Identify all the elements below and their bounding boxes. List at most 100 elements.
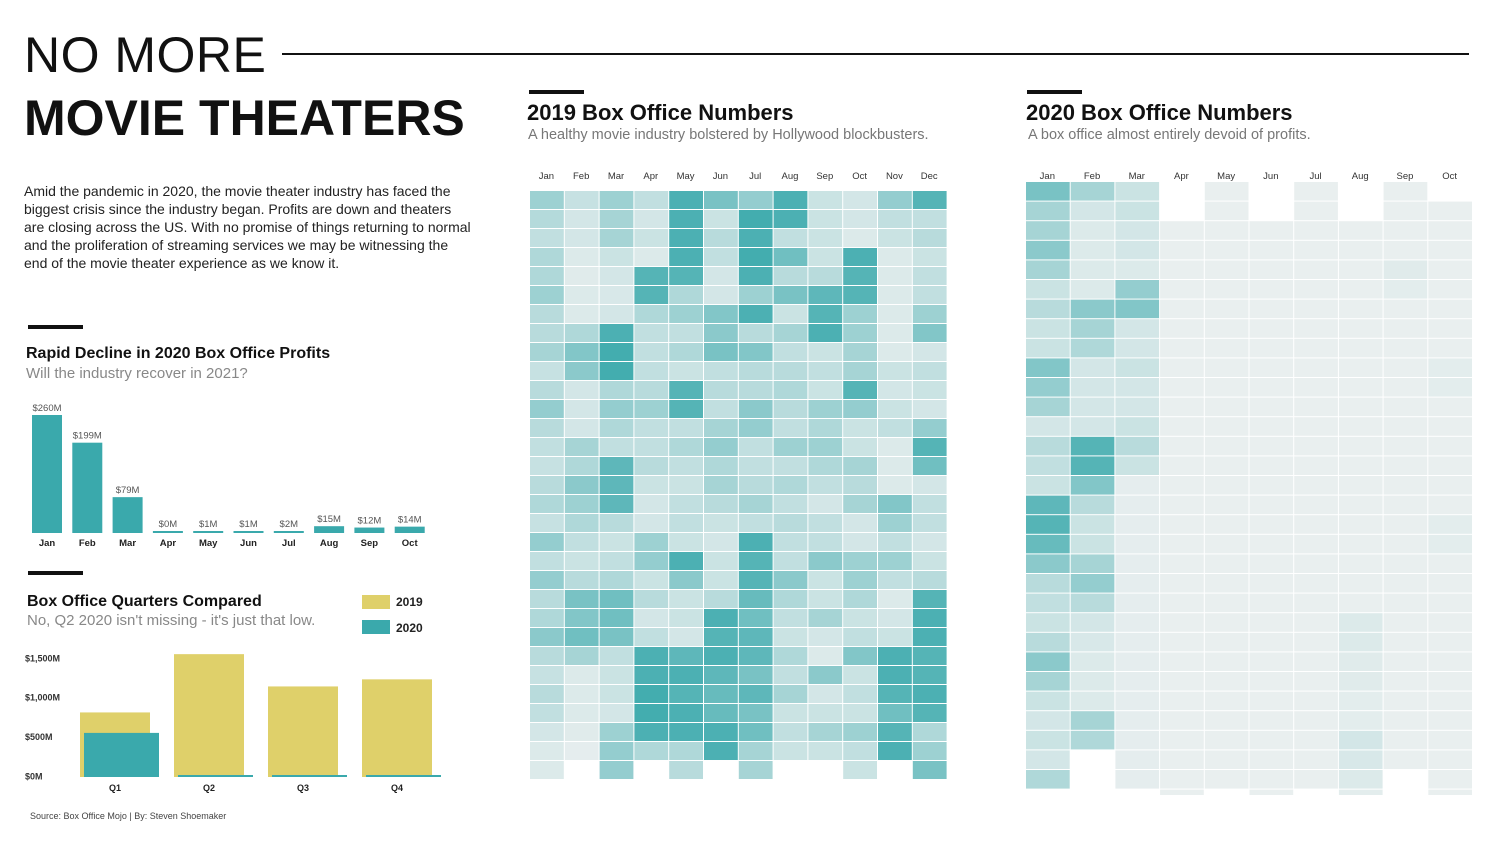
bar-2020-q2: [178, 775, 253, 777]
heatmap-cell: [843, 685, 877, 703]
heatmap-cell: [878, 286, 912, 304]
heatmap-cell: [704, 343, 738, 361]
heatmap-cell: [738, 343, 773, 361]
heatmap-cell: [1204, 358, 1249, 377]
heatmap-cell: [564, 742, 599, 760]
heatmap-cell: [1338, 554, 1383, 573]
heatmap-column-label: Jun: [1263, 171, 1278, 182]
heat2020-rule: [1027, 90, 1082, 94]
heatmap-cell: [773, 400, 808, 418]
heatmap-cell: [564, 267, 599, 285]
heatmap-column-label: Jul: [1309, 171, 1321, 182]
heatmap-cell: [773, 343, 808, 361]
monthly-value-label: $1M: [239, 519, 258, 530]
heatmap-cell: [1338, 515, 1383, 534]
monthly-x-tick: Feb: [79, 538, 96, 549]
heatmap-cell: [878, 723, 912, 741]
heatmap-cell: [1249, 476, 1294, 495]
heatmap-cell: [843, 742, 877, 760]
heatmap-cell: [878, 628, 912, 646]
heatmap-cell: [878, 609, 912, 627]
heatmap-cell: [1294, 750, 1338, 769]
heatmap-cell: [878, 533, 912, 551]
heatmap-cell: [634, 628, 669, 646]
heatmap-cell: [1070, 221, 1115, 240]
heatmap-cell: [669, 324, 703, 342]
heatmap-cell: [1249, 338, 1294, 358]
heatmap-cell: [1338, 652, 1383, 671]
quarters-y-tick: $1,000M: [25, 693, 60, 703]
heatmap-cell: [843, 438, 877, 456]
bar-2019-q2: [174, 654, 244, 777]
heatmap-cell: [1160, 691, 1204, 711]
heatmap-cell: [1249, 515, 1294, 534]
heatmap-cell: [1160, 789, 1204, 795]
heatmap-cell: [669, 248, 703, 266]
heatmap-cell: [1428, 338, 1472, 358]
heatmap-cell: [912, 248, 947, 266]
heatmap-cell: [843, 552, 877, 570]
heatmap-cell: [738, 647, 773, 665]
heatmap-cell: [1160, 436, 1204, 456]
heatmap-cell: [1026, 260, 1070, 279]
heatmap-cell: [599, 381, 634, 399]
heatmap-cell: [738, 438, 773, 456]
heatmap-cell: [1383, 691, 1428, 711]
heatmap-cell: [1249, 574, 1294, 593]
heat2019-rule: [529, 90, 584, 94]
heatmap-cell: [634, 457, 669, 475]
heatmap-cell: [1383, 554, 1428, 573]
monthly-rule: [28, 325, 83, 329]
title-rule: [282, 53, 1469, 55]
heatmap-cell: [1115, 338, 1160, 358]
heatmap-cell: [1338, 691, 1383, 711]
heatmap-cell: [530, 210, 564, 228]
heatmap-cell: [564, 514, 599, 532]
heatmap-cell: [738, 761, 773, 779]
heatmap-cell: [1160, 260, 1204, 279]
heatmap-cell: [1383, 378, 1428, 397]
heatmap-cell: [843, 400, 877, 418]
heatmap-cell: [1294, 338, 1338, 358]
heatmap-cell: [1070, 554, 1115, 573]
heatmap-column-label: Aug: [782, 171, 799, 182]
heatmap-cell: [1294, 201, 1338, 221]
heatmap-cell: [634, 305, 669, 323]
heatmap-cell: [704, 210, 738, 228]
heatmap-cell: [669, 286, 703, 304]
heatmap-cell: [808, 723, 843, 741]
heatmap-cell: [530, 571, 564, 589]
heatmap-cell: [912, 286, 947, 304]
quarters-x-tick: Q3: [297, 783, 309, 793]
heatmap-cell: [669, 742, 703, 760]
heatmap-cell: [912, 267, 947, 285]
heatmap-cell: [669, 761, 703, 779]
heatmap-cell: [1383, 476, 1428, 495]
heatmap-cell: [530, 704, 564, 722]
heatmap-cell: [878, 400, 912, 418]
heatmap-cell: [1428, 201, 1472, 221]
heatmap-cell: [1383, 652, 1428, 671]
monthly-chart-title: Rapid Decline in 2020 Box Office Profits: [26, 345, 331, 362]
heatmap-cell: [1383, 456, 1428, 475]
heatmap-column-label: May: [677, 171, 695, 182]
heatmap-cell: [878, 267, 912, 285]
heatmap-cell: [669, 362, 703, 380]
heatmap-cell: [530, 514, 564, 532]
heatmap-cell: [843, 343, 877, 361]
heatmap-cell: [843, 419, 877, 437]
heatmap-cell: [878, 191, 912, 209]
heatmap-2020: Jan Feb Mar Apr May Jun Jul Aug Sep Oct: [1026, 171, 1472, 795]
heatmap-cell: [738, 552, 773, 570]
heatmap-cell: [912, 229, 947, 247]
heatmap-cell: [912, 438, 947, 456]
heatmap-cell: [912, 419, 947, 437]
heatmap-cell: [1338, 436, 1383, 456]
heatmap-cell: [738, 381, 773, 399]
heatmap-cell: [773, 685, 808, 703]
heatmap-cell: [1338, 613, 1383, 632]
heatmap-cell: [912, 723, 947, 741]
heatmap-cell: [634, 400, 669, 418]
heatmap-cell: [843, 476, 877, 494]
heatmap-cell: [1338, 593, 1383, 613]
